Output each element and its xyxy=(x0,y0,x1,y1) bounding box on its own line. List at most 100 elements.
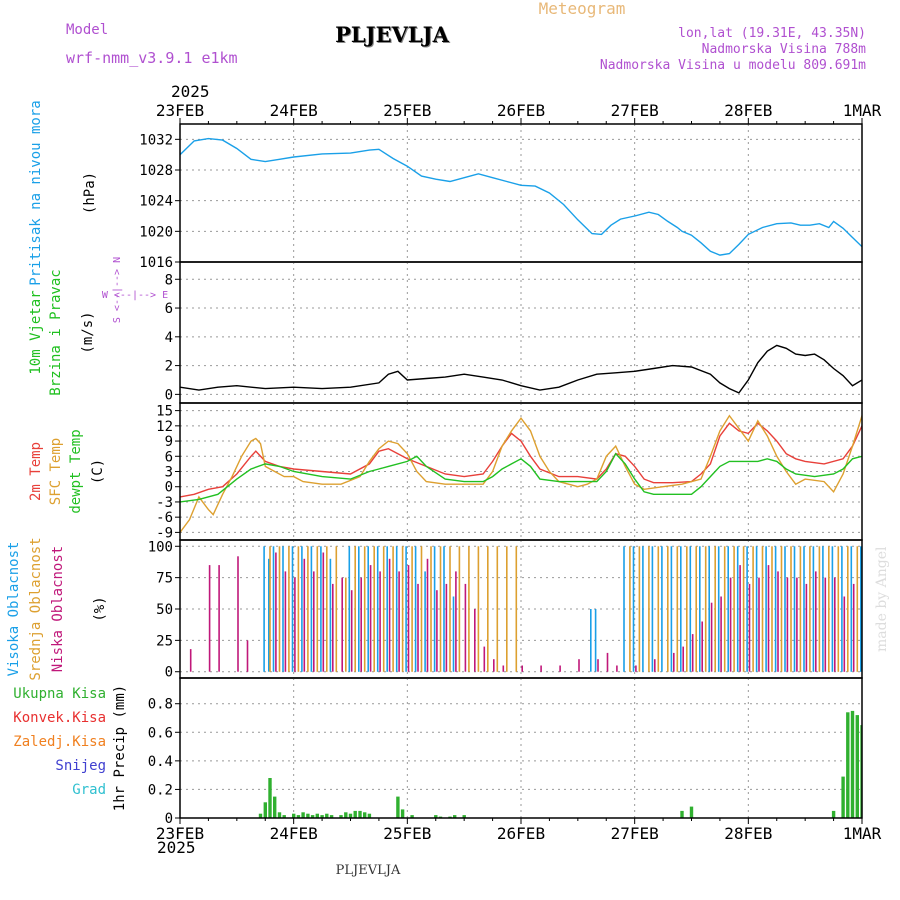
y-tick-label: 15 xyxy=(156,404,173,420)
bar-cloud_low xyxy=(218,565,220,672)
x-tick-label-top: 24FEB xyxy=(270,101,318,120)
bar-precip_total xyxy=(855,715,859,818)
x-tick-label-top: 23FEB xyxy=(156,101,204,120)
bar-cloud_high xyxy=(898,546,900,672)
bar-cloud_low xyxy=(426,558,429,672)
y-tick-label: 25 xyxy=(156,633,173,649)
bar-cloud_low xyxy=(445,583,448,672)
ylabel-1: (hPa) xyxy=(82,172,98,214)
bar-precip_total xyxy=(680,810,684,818)
bar-precip_total xyxy=(879,785,882,818)
x-tick-label-top: 25FEB xyxy=(383,101,431,120)
bar-cloud_mid xyxy=(837,546,840,672)
bar-precip_total xyxy=(329,815,334,818)
bar-cloud_low xyxy=(891,565,893,672)
bar-cloud_low xyxy=(303,558,306,672)
bar-cloud_low xyxy=(654,659,656,672)
bar-cloud_mid xyxy=(326,546,328,672)
bar-cloud_mid xyxy=(818,546,821,672)
bar-cloud_mid xyxy=(828,546,830,672)
ylabel-1: Srednja Oblacnost xyxy=(28,537,44,680)
bar-cloud_low xyxy=(369,565,372,672)
y-tick-label: -6 xyxy=(156,510,173,526)
bar-cloud_high xyxy=(680,546,682,672)
bar-cloud_mid xyxy=(638,546,641,672)
bar-precip_total xyxy=(846,712,850,818)
bar-cloud_mid xyxy=(487,546,489,672)
bar-cloud_low xyxy=(417,583,419,672)
header: Model wrf-nmm_v3.9.1 e1km PLJEVLJA Meteo… xyxy=(66,0,866,101)
ylabel-2: (m/s) xyxy=(80,311,96,353)
y-tick-label: 100 xyxy=(148,539,173,555)
bar-precip_total xyxy=(453,815,457,818)
x-tick-label-bottom: 24FEB xyxy=(270,824,318,843)
y-tick-label: 0 xyxy=(165,387,173,403)
footer-station: PLJEVLJA xyxy=(336,863,401,878)
bar-cloud_low xyxy=(720,596,722,672)
footer: 2025 PLJEVLJA made by Angel xyxy=(157,546,890,878)
bar-cloud_mid xyxy=(316,546,319,672)
bar-cloud_mid xyxy=(809,546,811,672)
bar-cloud_low xyxy=(606,652,609,672)
x-tick-label-top: 26FEB xyxy=(497,101,545,120)
y-tick-label: 0.2 xyxy=(148,782,173,798)
wind-dir-legend-ns: S <--|--> N xyxy=(112,257,123,323)
bar-cloud_low xyxy=(616,665,618,672)
bar-cloud_low xyxy=(350,590,353,672)
bar-cloud_mid xyxy=(496,546,499,672)
x-axes: 23FEB 24FEB 25FEB 26FEB 27FEB 28FEB 1MAR 23FEB 2… xyxy=(156,101,882,843)
bar-cloud_low xyxy=(398,571,400,672)
bar-cloud_mid xyxy=(686,546,688,672)
bar-cloud_mid xyxy=(780,546,783,672)
bar-cloud_low xyxy=(786,577,789,672)
bar-precip_total xyxy=(434,815,438,818)
y-tick-label: 6 xyxy=(165,301,173,317)
x-tick-label-bottom: 23FEB xyxy=(156,824,204,843)
bar-cloud_high xyxy=(632,546,635,672)
bar-cloud_low xyxy=(748,583,751,672)
bar-cloud_high xyxy=(348,546,351,672)
y-tick-label: 8 xyxy=(165,272,173,288)
bar-cloud_low xyxy=(208,565,211,672)
bar-cloud_low xyxy=(540,665,542,672)
bar-cloud_mid xyxy=(345,577,347,672)
bar-precip_total xyxy=(841,776,845,818)
panel-wind: 0 2 4 6 8 10m Vjetar Brzina i Pravac (m/s) S <--… xyxy=(28,257,863,404)
bar-cloud_mid xyxy=(723,546,726,672)
bar-cloud_high xyxy=(433,546,436,672)
series-line-pressure xyxy=(180,137,862,256)
bar-cloud_low xyxy=(493,659,495,672)
bar-cloud_high xyxy=(784,546,786,672)
ylabel-1: SFC Temp xyxy=(48,438,64,505)
bar-cloud_low xyxy=(739,565,741,672)
bar-cloud_low xyxy=(673,652,675,672)
bar-cloud_low xyxy=(758,577,760,672)
bar-cloud_mid xyxy=(676,546,679,672)
model-name: wrf-nmm_v3.9.1 e1km xyxy=(66,49,238,67)
bar-cloud_mid xyxy=(288,546,290,672)
bar-precip_total xyxy=(315,813,319,818)
x-tick-label-bottom: 28FEB xyxy=(724,824,772,843)
panel-pressure: 1016 1020 1024 1028 1032 Pritisak na nivou mo… xyxy=(28,100,863,286)
ylabel-0: 2m Temp xyxy=(28,442,44,501)
bar-cloud_low xyxy=(275,552,277,672)
bar-precip_total xyxy=(282,815,286,818)
bar-cloud_high xyxy=(699,546,701,672)
bar-precip_total xyxy=(292,813,296,818)
bar-cloud_low xyxy=(189,649,192,672)
bar-cloud_high xyxy=(424,571,426,672)
bar-cloud_low xyxy=(379,571,381,672)
y-tick-label: 1016 xyxy=(139,255,173,271)
bar-cloud_high xyxy=(414,546,417,672)
y-tick-label: -3 xyxy=(156,495,173,511)
series-line-temp_2m xyxy=(180,422,862,498)
bar-cloud_high xyxy=(793,546,796,672)
bar-cloud_mid xyxy=(866,546,868,672)
bar-cloud_high xyxy=(395,546,398,672)
bar-cloud_low xyxy=(322,552,325,672)
y-tick-label: 2 xyxy=(165,359,173,375)
bar-cloud_high xyxy=(661,546,663,672)
bar-cloud_high xyxy=(822,546,824,672)
bar-precip_total xyxy=(301,812,305,818)
